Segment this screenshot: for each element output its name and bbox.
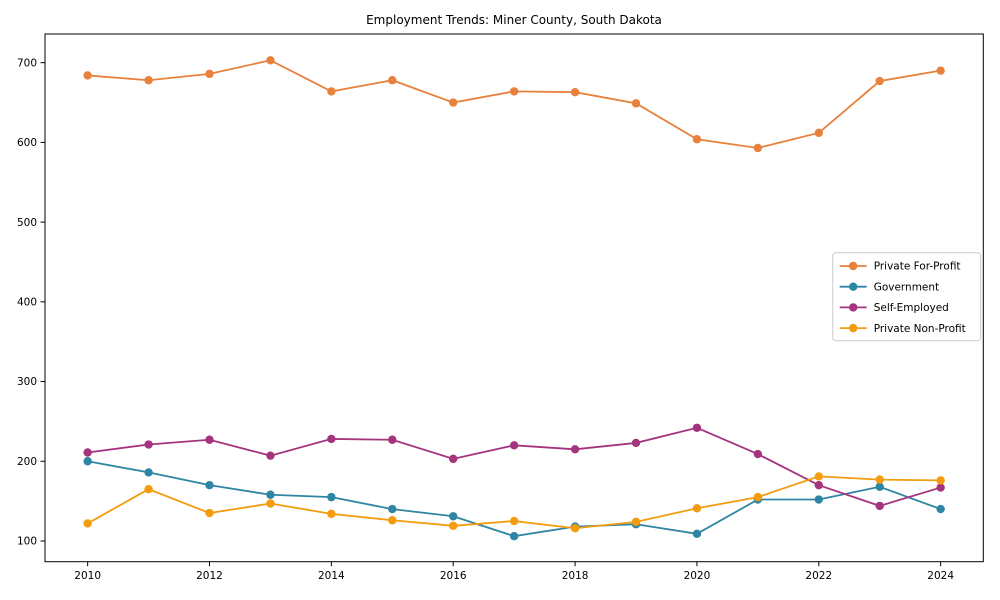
y-tick-label: 200: [17, 456, 37, 468]
data-point-government-2024: [936, 504, 945, 514]
y-tick-label: 700: [17, 57, 37, 69]
data-point-private-non-profit-2013: [266, 499, 275, 508]
data-point-private-for-profit-2010: [83, 71, 92, 80]
x-tick-label: 2016: [440, 570, 467, 582]
data-point-government-2023: [875, 482, 884, 491]
y-tick-label: 500: [17, 217, 37, 229]
x-tick-label: 2012: [196, 570, 223, 582]
data-point-private-for-profit-2016: [449, 98, 458, 107]
data-point-private-non-profit-2018: [570, 524, 580, 533]
data-point-self-employed-2011: [144, 440, 153, 449]
data-point-private-non-profit-2019: [631, 517, 641, 527]
data-point-government-2014: [327, 492, 336, 502]
data-point-self-employed-2016: [449, 454, 458, 464]
data-point-government-2011: [144, 468, 153, 477]
data-point-self-employed-2022: [814, 480, 823, 490]
data-point-private-for-profit-2017: [509, 87, 519, 96]
data-point-private-for-profit-2014: [327, 87, 336, 96]
data-point-private-non-profit-2014: [327, 509, 336, 519]
data-point-self-employed-2019: [631, 438, 641, 448]
data-point-self-employed-2015: [388, 435, 397, 444]
legend-marker-self-employed: [849, 303, 858, 312]
data-point-government-2010: [83, 457, 92, 466]
data-point-private-non-profit-2015: [388, 516, 397, 525]
legend-marker-private-non-profit: [849, 323, 858, 333]
y-tick-label: 300: [17, 376, 37, 388]
data-point-government-2017: [509, 531, 519, 541]
data-point-private-non-profit-2022: [814, 472, 823, 481]
data-point-government-2013: [266, 490, 275, 499]
data-point-private-non-profit-2017: [509, 516, 519, 526]
data-point-private-for-profit-2023: [875, 76, 884, 86]
plot-border: [44, 33, 984, 563]
data-point-private-for-profit-2012: [205, 69, 214, 79]
x-tick-label: 2018: [562, 570, 589, 582]
legend-marker-government: [849, 282, 858, 291]
legend-marker-private-for-profit: [849, 261, 858, 271]
y-tick-label: 600: [17, 137, 37, 149]
data-point-private-non-profit-2021: [753, 492, 763, 502]
data-point-self-employed-2024: [936, 483, 945, 492]
data-point-private-for-profit-2024: [936, 66, 945, 75]
data-point-private-non-profit-2023: [875, 475, 884, 484]
series-line-self-employed: [87, 426, 941, 507]
data-point-self-employed-2017: [509, 441, 519, 450]
data-point-government-2015: [388, 504, 397, 514]
data-point-government-2022: [814, 495, 823, 504]
x-tick-label: 2010: [74, 570, 101, 582]
x-tick-label: 2014: [318, 570, 345, 582]
data-point-private-for-profit-2019: [631, 99, 641, 108]
legend-label-private-for-profit: Private For-Profit: [874, 261, 961, 273]
data-point-self-employed-2013: [266, 451, 275, 460]
data-point-self-employed-2023: [875, 501, 884, 511]
data-point-private-non-profit-2010: [83, 519, 92, 528]
legend-box: [832, 252, 982, 342]
data-point-self-employed-2014: [327, 434, 336, 444]
data-point-government-2016: [449, 512, 458, 521]
data-point-private-for-profit-2018: [570, 87, 580, 97]
data-point-private-for-profit-2020: [692, 135, 702, 144]
legend-label-private-non-profit: Private Non-Profit: [874, 323, 966, 335]
data-point-private-non-profit-2016: [449, 521, 458, 531]
legend-label-self-employed: Self-Employed: [874, 302, 949, 314]
data-point-private-for-profit-2015: [388, 76, 397, 85]
data-point-private-non-profit-2012: [205, 508, 214, 518]
data-point-government-2020: [692, 529, 702, 539]
x-tick-label: 2024: [927, 570, 954, 582]
x-tick-label: 2022: [805, 570, 832, 582]
data-point-private-non-profit-2024: [936, 476, 945, 485]
y-tick-label: 100: [17, 536, 37, 548]
data-point-private-for-profit-2013: [266, 56, 275, 65]
data-point-self-employed-2018: [570, 445, 580, 454]
data-point-self-employed-2020: [692, 423, 702, 432]
data-point-self-employed-2012: [205, 435, 214, 444]
data-point-government-2012: [205, 480, 214, 490]
data-point-self-employed-2021: [753, 449, 763, 459]
x-tick-label: 2020: [684, 570, 711, 582]
data-point-private-non-profit-2011: [144, 484, 153, 494]
data-point-private-non-profit-2020: [692, 504, 702, 513]
series-line-private-for-profit: [87, 59, 941, 149]
chart-title: Employment Trends: Miner County, South D…: [366, 13, 662, 27]
y-tick-label: 400: [17, 297, 37, 309]
data-point-self-employed-2010: [83, 448, 92, 457]
data-point-private-for-profit-2021: [753, 143, 763, 153]
data-point-private-for-profit-2022: [814, 128, 823, 138]
legend-label-government: Government: [874, 281, 939, 293]
data-point-private-for-profit-2011: [144, 76, 153, 85]
